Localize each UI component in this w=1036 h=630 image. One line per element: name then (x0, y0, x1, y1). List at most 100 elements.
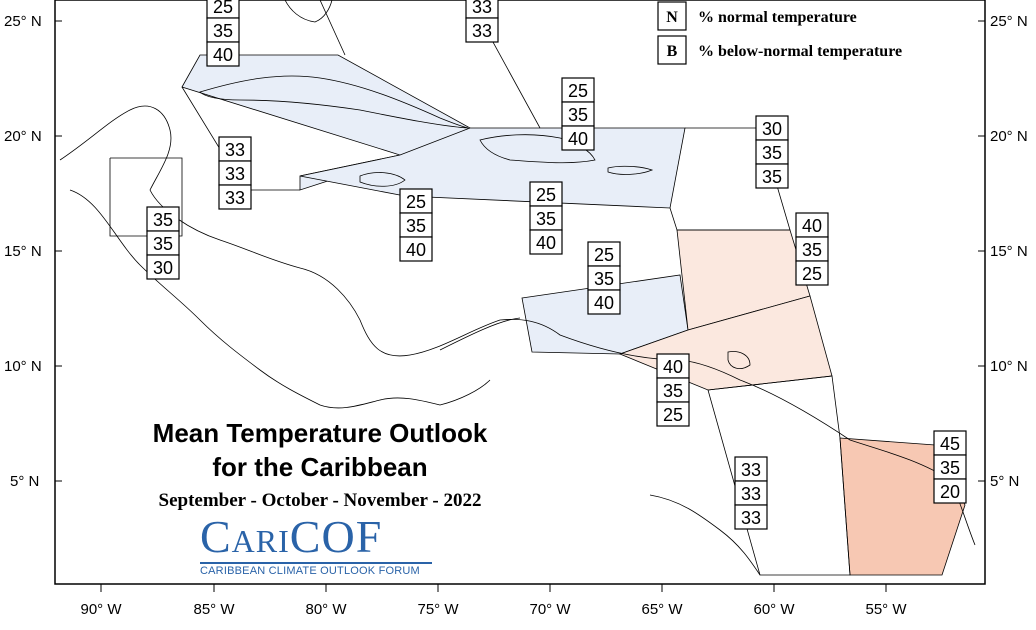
lon-label-65: 65° W (641, 601, 683, 618)
prob-value: 35 (213, 21, 233, 41)
prob-cell (587, 265, 621, 291)
prob-value: 25 (663, 405, 683, 425)
prob-cell (218, 160, 252, 186)
lon-label-75: 75° W (417, 601, 459, 618)
map-title-line2: for the Caribbean (212, 452, 428, 482)
prob-cell (755, 115, 789, 141)
region-guyana-outline (707, 375, 851, 576)
prob-cell (206, 17, 240, 43)
prob-value: 35 (940, 458, 960, 478)
prob-cell (755, 139, 789, 165)
prob-cell (529, 205, 563, 231)
logo-tagline: CARIBBEAN CLIMATE OUTLOOK FORUM (200, 562, 432, 577)
prob-value: 35 (594, 269, 614, 289)
prob-value: 33 (225, 140, 245, 160)
lat-label-15-right: 15° N (990, 243, 1028, 260)
prob-box-abc-islands: 25 35 40 (587, 241, 621, 315)
prob-value: 25 (802, 264, 822, 284)
prob-box-suriname-french-guiana: 45 35 20 (933, 430, 967, 504)
prob-cell (218, 184, 252, 210)
prob-cell (933, 478, 967, 504)
prob-box-jamaica: 25 35 40 (399, 188, 433, 262)
prob-value: 33 (225, 164, 245, 184)
prob-value: 35 (663, 381, 683, 401)
prob-value: 33 (741, 484, 761, 504)
prob-value: 33 (741, 460, 761, 480)
prob-value: 33 (225, 188, 245, 208)
prob-value: 33 (472, 21, 492, 41)
prob-box-guyana: 33 33 33 (734, 456, 768, 530)
prob-cell (755, 163, 789, 189)
lat-label-5-right: 5° N (990, 473, 1019, 490)
legend-below-key: B (667, 43, 678, 60)
coastline-central-america (59, 105, 976, 546)
prob-value: 35 (406, 216, 426, 236)
region-bahamas-west (319, 0, 346, 56)
prob-cell (465, 17, 499, 43)
prob-box-cayman-islands: 33 33 33 (218, 136, 252, 210)
prob-value: 40 (213, 45, 233, 65)
prob-cell (656, 401, 690, 427)
prob-cell (734, 504, 768, 530)
lat-label-25-right: 25° N (990, 13, 1028, 30)
prob-cell (561, 125, 595, 151)
prob-value: 30 (153, 258, 173, 278)
prob-cell (587, 289, 621, 315)
probability-boxes: 2535403333253540333333353530253540253540… (146, 0, 967, 530)
prob-box-hispaniola-puerto-rico: 25 35 40 (529, 181, 563, 255)
prob-value: 30 (762, 119, 782, 139)
prob-value: 40 (802, 216, 822, 236)
prob-value: 35 (568, 105, 588, 125)
coastline-cuba (199, 75, 469, 129)
prob-value: 25 (568, 81, 588, 101)
prob-value: 25 (406, 192, 426, 212)
prob-value: 25 (213, 0, 233, 17)
lon-label-85: 85° W (193, 601, 235, 618)
lon-label-60: 60° W (753, 601, 795, 618)
coastline-south-america (439, 317, 761, 576)
map-title-line1: Mean Temperature Outlook (152, 418, 488, 448)
prob-cell (561, 101, 595, 127)
lat-label-5: 5° N (10, 473, 39, 490)
coastline-trinidad (727, 351, 751, 370)
prob-value: 45 (940, 434, 960, 454)
caricof-logo: CariCOF CARIBBEAN CLIMATE OUTLOOK FORUM (200, 514, 440, 577)
prob-cell (656, 353, 690, 379)
prob-box-leeward-islands: 30 35 35 (755, 115, 789, 189)
prob-cell (795, 212, 829, 238)
lat-label-10: 10° N (4, 358, 42, 375)
prob-cell (399, 236, 433, 262)
prob-value: 25 (536, 185, 556, 205)
prob-value: 25 (594, 245, 614, 265)
prob-value: 35 (802, 240, 822, 260)
prob-cell (146, 230, 180, 256)
logo-name: CariCOF (200, 511, 383, 562)
prob-cell (529, 181, 563, 207)
prob-value: 35 (153, 210, 173, 230)
legend-below: B % below-normal temperature (657, 35, 902, 65)
legend-normal: N % normal temperature (657, 1, 857, 31)
prob-value: 40 (536, 233, 556, 253)
prob-value: 35 (762, 143, 782, 163)
lat-label-20: 20° N (4, 128, 42, 145)
prob-box-cuba: 25 35 40 (561, 77, 595, 151)
prob-value: 35 (153, 234, 173, 254)
prob-cell (399, 188, 433, 214)
legend-below-label: % below-normal temperature (698, 43, 902, 60)
region-belize-outline (109, 157, 183, 237)
map-subtitle: September - October - November - 2022 (158, 490, 482, 511)
prob-value: 33 (472, 0, 492, 17)
coastline-puerto-rico (607, 165, 654, 175)
prob-value: 35 (536, 209, 556, 229)
prob-cell (795, 260, 829, 286)
lon-label-80: 80° W (305, 601, 347, 618)
coastline-jamaica (359, 172, 406, 187)
lat-label-15: 15° N (4, 243, 42, 260)
prob-cell (795, 236, 829, 262)
prob-value: 33 (741, 508, 761, 528)
lat-label-20-right: 20° N (990, 128, 1028, 145)
prob-value: 40 (568, 129, 588, 149)
lon-ticks (100, 584, 887, 592)
